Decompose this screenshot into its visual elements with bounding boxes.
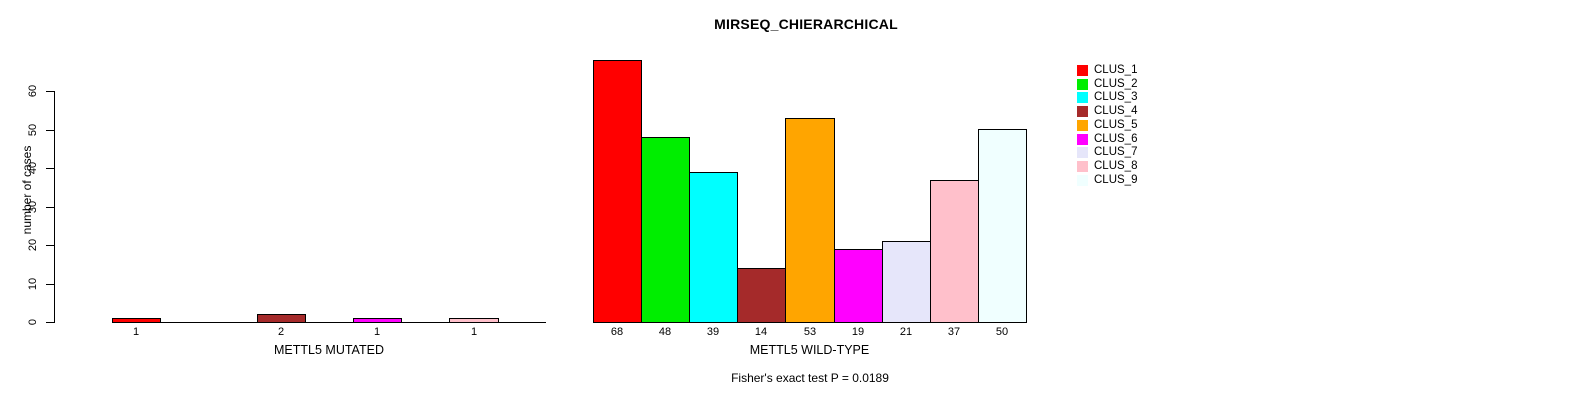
bar-clus_1: [112, 318, 161, 323]
legend: CLUS_1 CLUS_2 CLUS_3 CLUS_4 CLUS_5 CLUS_6 CLUS…: [1077, 64, 1197, 194]
bar-value-label: 53: [803, 326, 817, 338]
legend-swatch-icon: [1077, 106, 1088, 117]
legend-swatch-icon: [1077, 65, 1088, 76]
bar-value-label: 14: [754, 326, 768, 338]
legend-item-clus_7: CLUS_7: [1077, 146, 1187, 159]
fisher-test-footnote: Fisher's exact test P = 0.0189: [731, 371, 889, 385]
legend-item-clus_2: CLUS_2: [1077, 78, 1187, 91]
legend-item-clus_9: CLUS_9: [1077, 174, 1187, 187]
legend-label: CLUS_5: [1094, 119, 1138, 131]
bar-clus_4: [737, 268, 786, 323]
bar-value-label: 48: [658, 326, 672, 338]
legend-swatch-icon: [1077, 120, 1088, 131]
y-tick: [46, 322, 54, 323]
y-tick: [46, 207, 54, 208]
chart-title: MIRSEQ_CHIERARCHICAL: [714, 16, 898, 32]
bar-clus_8: [449, 318, 499, 323]
legend-swatch-icon: [1077, 92, 1088, 103]
legend-item-clus_5: CLUS_5: [1077, 119, 1187, 132]
legend-label: CLUS_7: [1094, 146, 1138, 158]
bar-value-label: 1: [132, 326, 140, 338]
legend-label: CLUS_4: [1094, 105, 1138, 117]
y-tick-label: 20: [27, 238, 39, 252]
legend-label: CLUS_6: [1094, 133, 1138, 145]
y-tick: [46, 168, 54, 169]
bar-clus_9: [978, 129, 1027, 323]
legend-label: CLUS_2: [1094, 78, 1138, 90]
bar-clus_2: [641, 137, 690, 323]
legend-swatch-icon: [1077, 175, 1088, 186]
bar-value-label: 39: [706, 326, 720, 338]
bar-clus_6: [834, 249, 883, 323]
legend-swatch-icon: [1077, 147, 1088, 158]
y-axis-line: [54, 91, 55, 323]
legend-label: CLUS_1: [1094, 64, 1138, 76]
legend-label: CLUS_9: [1094, 174, 1138, 186]
bar-clus_6: [353, 318, 402, 323]
y-tick: [46, 245, 54, 246]
y-tick-label: 50: [27, 123, 39, 137]
bar-value-label: 68: [610, 326, 624, 338]
bar-value-label: 2: [277, 326, 285, 338]
y-tick-label: 40: [27, 161, 39, 175]
y-tick-label: 0: [27, 318, 39, 326]
bar-clus_7: [882, 241, 931, 323]
bar-value-label: 1: [470, 326, 478, 338]
bar-clus_8: [930, 180, 979, 323]
legend-item-clus_6: CLUS_6: [1077, 133, 1187, 146]
bar-clus_3: [689, 172, 738, 323]
bar-clus_5: [785, 118, 835, 323]
bar-value-label: 1: [373, 326, 381, 338]
bar-value-label: 19: [851, 326, 865, 338]
x-axis-title-mutated: METTL5 MUTATED: [274, 343, 384, 357]
legend-label: CLUS_8: [1094, 160, 1138, 172]
bar-clus_4: [257, 314, 306, 323]
x-axis-line-mutated: [112, 322, 546, 323]
y-tick: [46, 130, 54, 131]
x-axis-title-wildtype: METTL5 WILD-TYPE: [749, 343, 870, 357]
y-tick-label: 10: [27, 277, 39, 291]
bar-value-label: 21: [899, 326, 913, 338]
bar-value-label: 37: [947, 326, 961, 338]
legend-item-clus_3: CLUS_3: [1077, 91, 1187, 104]
legend-swatch-icon: [1077, 79, 1088, 90]
y-tick: [46, 284, 54, 285]
y-tick-label: 30: [27, 200, 39, 214]
bar-value-label: 50: [995, 326, 1009, 338]
y-tick: [46, 91, 54, 92]
legend-label: CLUS_3: [1094, 91, 1138, 103]
legend-item-clus_4: CLUS_4: [1077, 105, 1187, 118]
legend-swatch-icon: [1077, 161, 1088, 172]
legend-item-clus_8: CLUS_8: [1077, 160, 1187, 173]
legend-item-clus_1: CLUS_1: [1077, 64, 1187, 77]
y-tick-label: 60: [27, 84, 39, 98]
bar-clus_1: [593, 60, 642, 323]
legend-swatch-icon: [1077, 134, 1088, 145]
